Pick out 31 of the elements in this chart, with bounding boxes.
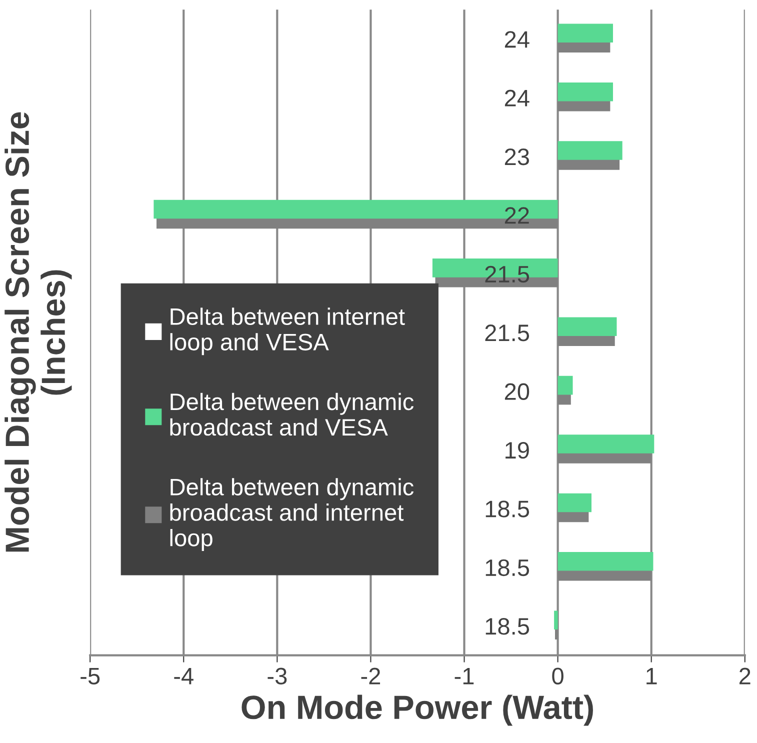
y-tick-label: 19 — [506, 442, 529, 459]
bar — [558, 376, 573, 395]
bar — [558, 552, 654, 571]
x-tick-label: 2 — [740, 668, 750, 684]
y-tick-label: 23 — [504, 148, 529, 166]
x-tick-label: -3 — [268, 668, 287, 684]
bar — [558, 24, 613, 43]
x-axis-title: On Mode Power (Watt) — [242, 694, 593, 726]
x-tick-label: -4 — [174, 668, 194, 684]
bar — [558, 434, 654, 454]
y-tick-label: 18.5 — [486, 559, 530, 576]
legend-label: Delta between dynamic broadcast and internet loop — [170, 478, 414, 551]
bar — [554, 610, 558, 630]
x-tick-label: 0 — [552, 668, 564, 684]
y-tick-label: 24 — [504, 90, 530, 106]
y-tick-label: 18.5 — [486, 500, 530, 518]
y-tick-label: 21.5 — [485, 324, 530, 342]
x-tick-label: -5 — [80, 668, 100, 684]
x-tick-label: -2 — [361, 668, 380, 684]
y-tick-label: 20 — [504, 383, 530, 400]
bar — [558, 493, 592, 512]
y-tick-label: 18.5 — [486, 618, 530, 635]
bar — [558, 82, 613, 102]
x-tick-label: -1 — [454, 668, 474, 684]
bar — [558, 141, 622, 160]
legend-label: Delta between internet loop and VESA — [170, 308, 405, 356]
x-tick-label: 1 — [646, 668, 657, 684]
legend-label: Delta between dynamic broadcast and VESA — [170, 392, 414, 436]
y-axis-title: Model Diagonal Screen Size (Inches) — [4, 112, 72, 552]
bar — [558, 317, 617, 336]
y-tick-label: 24 — [504, 31, 530, 48]
